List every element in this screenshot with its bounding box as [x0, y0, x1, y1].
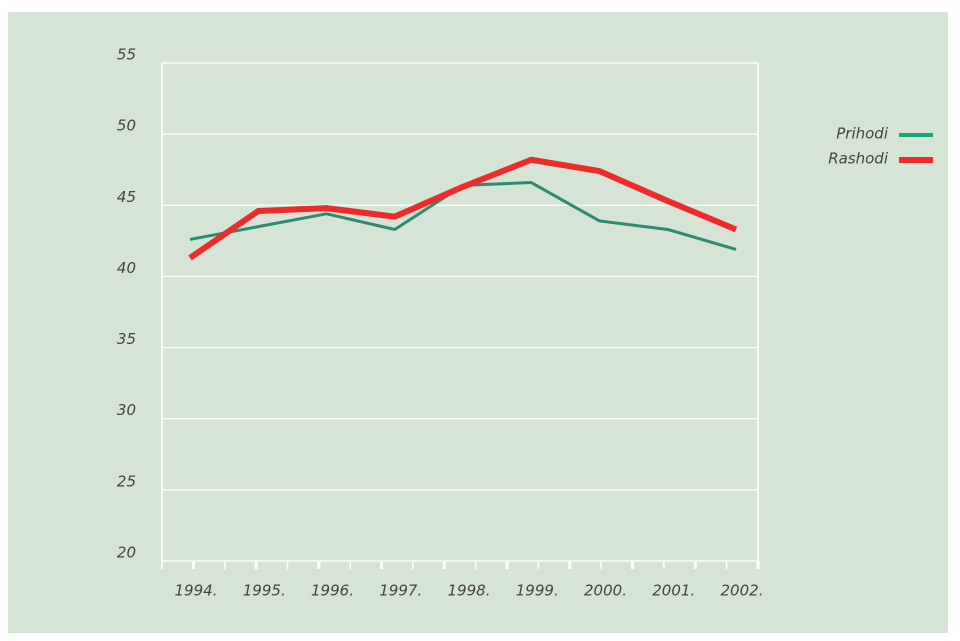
y-tick-label: 25 [117, 472, 136, 490]
y-tick-label: 50 [117, 117, 136, 135]
legend-label: Rashodi [828, 150, 889, 168]
x-tick-label: 1998. [448, 582, 491, 600]
y-tick-label: 40 [117, 259, 136, 277]
x-tick-label: 2002. [721, 582, 764, 600]
x-tick-label: 1999. [516, 582, 559, 600]
x-tick-label: 2001. [652, 582, 695, 600]
y-tick-label: 55 [117, 46, 136, 64]
y-tick-label: 45 [117, 188, 136, 206]
x-tick-label: 1996. [311, 582, 354, 600]
legend-label: Prihodi [836, 125, 889, 143]
y-tick-label: 20 [117, 544, 136, 562]
x-tick-label: 1994. [175, 582, 218, 600]
x-tick-label: 2000. [584, 582, 627, 600]
background [8, 12, 948, 633]
line-series [188, 156, 738, 261]
x-tick-label: 1995. [243, 582, 286, 600]
y-tick-label: 30 [117, 401, 136, 419]
x-tick-label: 1997. [379, 582, 422, 600]
y-tick-label: 35 [117, 330, 136, 348]
